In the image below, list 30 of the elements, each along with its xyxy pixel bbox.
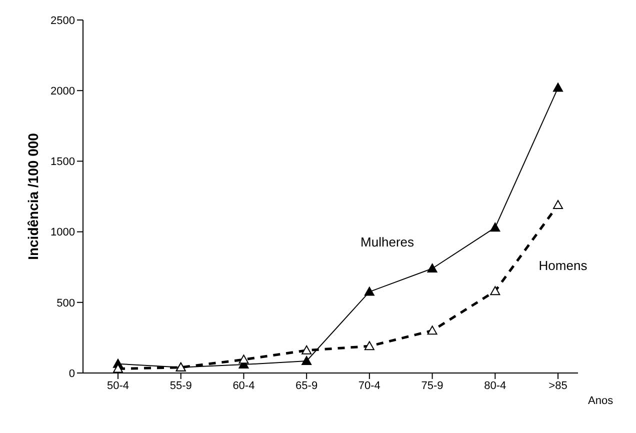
x-tick-label: 80-4	[484, 380, 506, 392]
point	[490, 222, 500, 232]
series-label: Mulheres	[360, 234, 415, 250]
point	[427, 326, 438, 335]
x-tick-label: 70-4	[358, 380, 380, 392]
x-tick-label: 65-9	[296, 380, 318, 392]
x-axis-title: Anos	[588, 394, 614, 407]
y-axis-title: Incidência /100 000	[24, 132, 41, 260]
series-label: Homens	[538, 258, 588, 273]
y-tick-label: 2000	[50, 86, 75, 98]
point	[553, 200, 563, 209]
point	[238, 354, 249, 364]
y-tick-label: 1500	[50, 156, 75, 168]
point	[364, 286, 374, 296]
x-tick-label: 60-4	[232, 380, 255, 392]
point	[490, 286, 500, 296]
point	[553, 82, 563, 92]
y-tick-label: 1000	[50, 226, 75, 239]
point	[364, 341, 374, 350]
point	[427, 264, 438, 273]
y-tick-label: 0	[68, 368, 75, 380]
point	[302, 356, 312, 365]
y-tick-label: 500	[56, 297, 75, 310]
x-tick-label: >85	[548, 380, 568, 392]
point	[113, 364, 123, 373]
x-tick-label: 50-4	[106, 380, 130, 392]
x-tick-label: 55-9	[170, 380, 192, 392]
point	[302, 345, 312, 354]
x-tick-label: 75-9	[421, 380, 444, 392]
y-tick-label: 2500	[50, 14, 75, 27]
